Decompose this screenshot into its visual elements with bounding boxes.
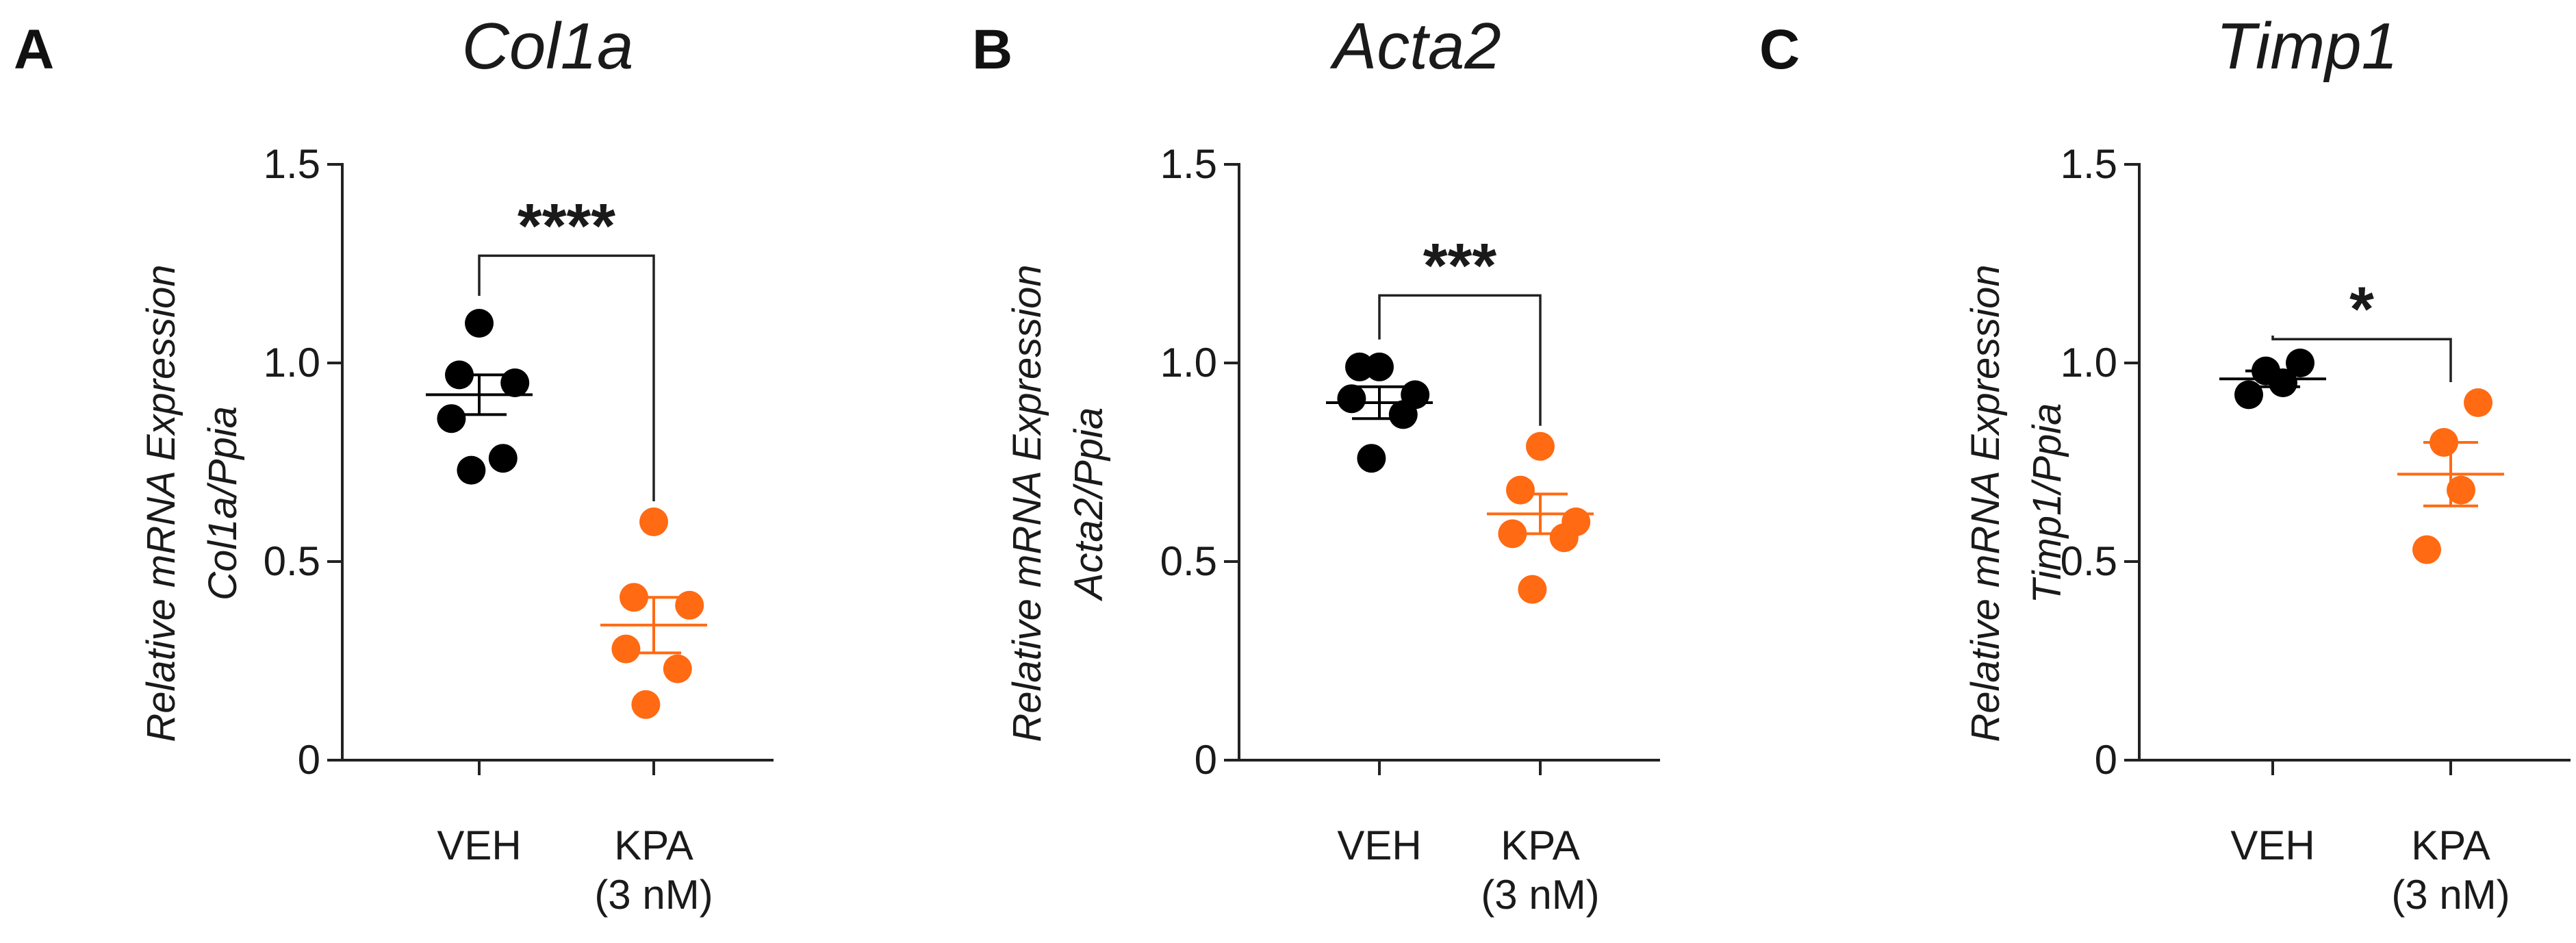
y-axis-label: Relative mRNA Expression: [1005, 264, 1049, 742]
panel-c: C Timp1 Relative mRNA Expression Timp1/Ppia…: [1759, 10, 2571, 918]
chart-title: Col1a: [462, 10, 634, 83]
y-tick-label: 1.5: [264, 141, 320, 187]
data-point: [639, 507, 668, 536]
data-point: [663, 654, 692, 683]
significance-label: *: [2349, 275, 2374, 344]
y-tick-label: 1.0: [1160, 340, 1217, 386]
x-category-label: KPA: [1501, 822, 1580, 868]
y-tick-label: 0.5: [1160, 538, 1217, 584]
data-point: [2412, 535, 2441, 564]
data-point: [2234, 380, 2263, 410]
x-category-label: (3 nM): [2391, 872, 2510, 918]
data-point: [2286, 349, 2314, 377]
chart-title: Acta2: [1329, 10, 1501, 83]
data-point: [611, 634, 641, 664]
panel-a: A Col1a Relative mRNA Expression Col1a/Ppia…: [14, 10, 774, 918]
y-tick-label: 0: [298, 737, 320, 783]
data-point: [2464, 388, 2492, 417]
significance-label: ***: [1423, 231, 1497, 301]
significance-label: ****: [518, 191, 615, 261]
data-point: [1337, 384, 1366, 414]
chart-title: Timp1: [2216, 10, 2398, 83]
data-point: [631, 690, 661, 719]
x-category-label: KPA: [2411, 822, 2490, 868]
y-axis-label: Timp1/Ppia: [2025, 403, 2069, 604]
data-point: [1526, 431, 1555, 461]
data-point: [437, 404, 466, 433]
data-point: [1506, 475, 1535, 505]
panel-letter: A: [14, 18, 54, 81]
y-tick-label: 1.0: [264, 340, 320, 386]
panel-b: B Acta2 Relative mRNA Expression Acta2/Ppia…: [972, 10, 1660, 918]
y-tick-label: 0: [1195, 737, 1217, 783]
y-tick-label: 1.5: [2061, 141, 2117, 187]
y-axis-label: Relative mRNA Expression: [139, 264, 183, 742]
significance-bracket: [1378, 294, 1542, 426]
data-point: [2447, 475, 2475, 505]
x-category-label: VEH: [2230, 822, 2314, 868]
significance-bracket: [2271, 336, 2452, 382]
data-point: [675, 590, 704, 620]
y-tick-label: 1.5: [1160, 141, 1217, 187]
panel-letter: C: [1759, 18, 1800, 81]
y-tick-label: 1.0: [2061, 340, 2117, 386]
y-tick-label: 0: [2095, 737, 2117, 783]
panel-letter: B: [972, 18, 1012, 81]
x-category-label: (3 nM): [594, 872, 713, 918]
y-tick-label: 0.5: [264, 538, 320, 584]
y-axis-label: Relative mRNA Expression: [1963, 264, 2008, 742]
data-point: [1561, 507, 1591, 536]
y-axis-label: Col1a/Ppia: [201, 406, 245, 601]
data-point: [465, 309, 494, 338]
x-category-label: KPA: [614, 822, 693, 868]
x-category-label: VEH: [437, 822, 521, 868]
data-point: [1518, 575, 1547, 604]
data-point: [1357, 444, 1386, 473]
data-point: [457, 455, 486, 485]
data-point: [1365, 352, 1394, 381]
significance-bracket: [478, 254, 655, 501]
y-tick-label: 0.5: [2061, 538, 2117, 584]
data-point: [1345, 352, 1374, 381]
data-point: [488, 444, 518, 473]
data-point: [1498, 519, 1527, 549]
x-category-label: (3 nM): [1481, 872, 1599, 918]
x-category-label: VEH: [1337, 822, 1421, 868]
data-point: [1401, 380, 1430, 410]
y-axis-label: Acta2/Ppia: [1067, 407, 1111, 602]
data-point: [500, 368, 530, 397]
